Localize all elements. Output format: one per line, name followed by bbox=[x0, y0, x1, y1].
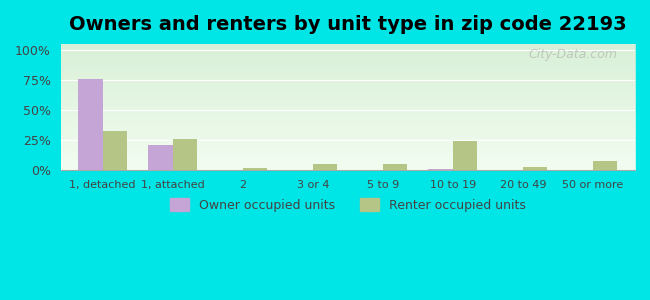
Title: Owners and renters by unit type in zip code 22193: Owners and renters by unit type in zip c… bbox=[69, 15, 627, 34]
Bar bbox=[428, 169, 453, 170]
Bar bbox=[78, 79, 103, 170]
Bar bbox=[148, 145, 173, 170]
Bar bbox=[173, 139, 197, 170]
Bar bbox=[103, 130, 127, 170]
Bar bbox=[313, 164, 337, 170]
Bar bbox=[383, 164, 408, 170]
Bar bbox=[242, 168, 267, 170]
Text: City-Data.com: City-Data.com bbox=[529, 48, 617, 61]
Bar bbox=[523, 167, 547, 170]
Legend: Owner occupied units, Renter occupied units: Owner occupied units, Renter occupied un… bbox=[165, 194, 530, 217]
Bar bbox=[593, 160, 618, 170]
Bar bbox=[453, 141, 477, 170]
